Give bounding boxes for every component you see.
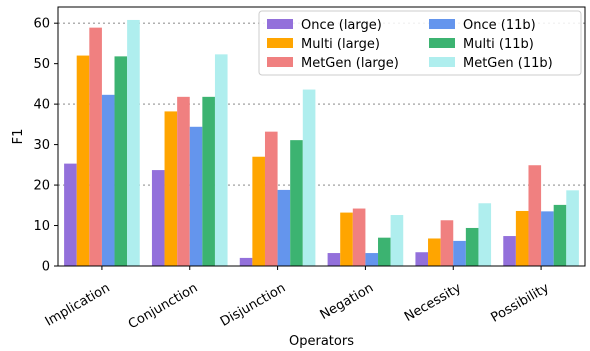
y-tick-label-50: 50 [33, 57, 50, 72]
y-tick-label-10: 10 [33, 219, 50, 234]
bar-implication-0 [64, 163, 77, 266]
x-tick-label-conjunction: Conjunction [126, 281, 201, 333]
bar-negation-3 [365, 253, 379, 266]
legend: Once (large) Multi (large) MetGen (large) O… [258, 10, 582, 76]
bar-negation-4 [378, 237, 391, 266]
legend-swatch-4 [429, 38, 455, 48]
y-tick-label-0: 0 [42, 260, 50, 275]
bar-implication-5 [127, 19, 140, 267]
bars-group [64, 19, 579, 267]
bar-conjunction-1 [164, 111, 178, 266]
x-tick-label-possibility: Possibility [489, 280, 553, 325]
y-axis-ticks: 0 10 20 30 40 50 60 [33, 17, 58, 275]
y-tick-label-60: 60 [33, 17, 50, 32]
bar-necessity-0 [415, 252, 429, 266]
bar-possibility-4 [553, 204, 567, 266]
bar-implication-4 [114, 56, 128, 267]
bar-possibility-5 [566, 190, 579, 266]
legend-label-3: Once (11b) [463, 18, 536, 33]
bar-conjunction-2 [177, 96, 190, 266]
bar-possibility-1 [515, 210, 529, 266]
bar-necessity-5 [478, 203, 492, 266]
x-tick-label-disjunction: Disjunction [218, 281, 288, 330]
bar-disjunction-1 [252, 156, 265, 266]
x-tick-label-negation: Negation [318, 281, 376, 323]
legend-swatch-3 [429, 19, 455, 29]
bar-implication-2 [89, 27, 102, 266]
legend-box [258, 10, 582, 76]
bar-conjunction-5 [214, 54, 228, 267]
x-axis-ticks: Implication Conjunction Disjunction Negatio… [43, 266, 552, 332]
legend-label-0: Once (large) [301, 18, 382, 33]
bar-necessity-4 [465, 227, 479, 266]
y-tick-label-20: 20 [33, 179, 50, 194]
bar-negation-5 [390, 215, 404, 266]
bar-necessity-2 [440, 220, 454, 266]
bar-necessity-1 [428, 238, 441, 266]
legend-label-4: Multi (11b) [463, 37, 534, 52]
y-tick-label-40: 40 [33, 98, 50, 113]
bar-disjunction-3 [277, 189, 291, 266]
y-tick-label-30: 30 [33, 138, 50, 153]
bar-negation-2 [352, 208, 366, 266]
bar-necessity-3 [453, 240, 466, 266]
bar-disjunction-0 [239, 257, 253, 266]
x-axis-label: Operators [289, 334, 354, 349]
bar-disjunction-2 [264, 131, 278, 266]
bar-conjunction-4 [202, 96, 215, 266]
x-tick-label-necessity: Necessity [402, 280, 464, 325]
bar-possibility-3 [541, 211, 554, 266]
bar-implication-1 [76, 55, 90, 266]
y-axis-label: F1 [11, 129, 26, 145]
legend-label-2: MetGen (large) [301, 56, 399, 71]
legend-swatch-2 [267, 57, 293, 67]
bar-possibility-0 [503, 236, 516, 266]
bar-negation-0 [327, 253, 341, 266]
bar-possibility-2 [528, 165, 542, 266]
bar-conjunction-3 [189, 126, 203, 266]
legend-swatch-5 [429, 57, 455, 67]
x-tick-label-implication: Implication [43, 281, 113, 330]
bar-negation-1 [340, 212, 353, 266]
plot-frame [57, 6, 586, 267]
legend-swatch-0 [267, 19, 293, 29]
legend-label-5: MetGen (11b) [463, 56, 553, 71]
bar-conjunction-0 [151, 170, 165, 266]
bar-disjunction-4 [290, 140, 303, 266]
bar-disjunction-5 [302, 89, 316, 267]
bar-implication-3 [101, 94, 115, 266]
legend-swatch-1 [267, 38, 293, 48]
legend-label-1: Multi (large) [301, 37, 380, 52]
